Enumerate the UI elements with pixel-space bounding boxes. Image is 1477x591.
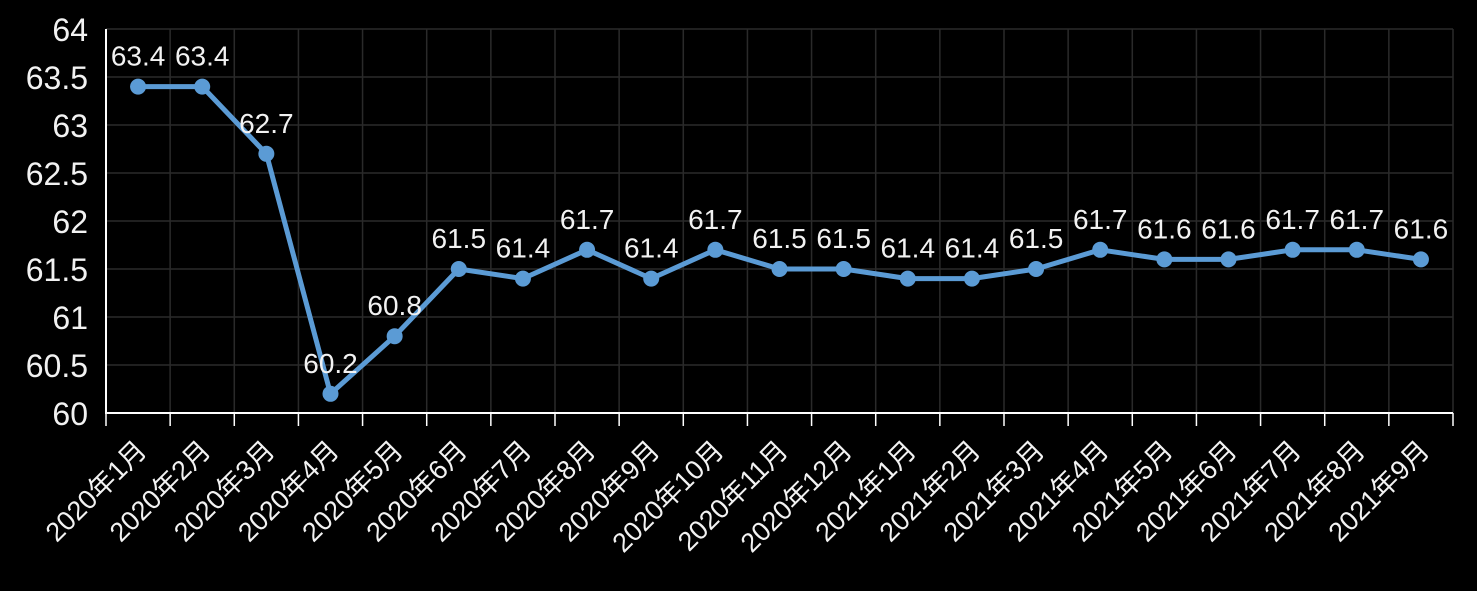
data-label: 61.5: [1009, 223, 1064, 254]
data-point-marker: [1348, 241, 1365, 258]
data-label: 60.8: [367, 290, 422, 321]
data-point-marker: [386, 328, 403, 345]
y-axis-label: 63.5: [26, 60, 88, 96]
data-point-marker: [1284, 241, 1301, 258]
y-axis-label: 64: [52, 12, 88, 48]
data-label: 61.4: [624, 233, 679, 264]
data-point-marker: [130, 78, 147, 95]
data-label: 61.7: [1265, 204, 1320, 235]
data-label: 62.7: [239, 108, 294, 139]
data-label: 61.5: [432, 223, 487, 254]
data-point-marker: [963, 270, 980, 287]
data-label: 63.4: [175, 41, 230, 72]
data-point-marker: [1412, 251, 1429, 268]
y-axis-label: 60: [52, 396, 88, 432]
data-label: 61.5: [752, 223, 807, 254]
data-point-marker: [579, 241, 596, 258]
data-label: 61.4: [945, 233, 1000, 264]
data-label: 61.7: [1073, 204, 1128, 235]
data-label: 61.7: [1330, 204, 1385, 235]
data-label: 61.4: [881, 233, 936, 264]
data-point-marker: [322, 385, 339, 402]
data-point-marker: [835, 261, 852, 277]
data-label: 63.4: [111, 41, 166, 72]
data-point-marker: [707, 241, 724, 258]
data-point-marker: [899, 270, 916, 287]
y-axis-label: 62.5: [26, 156, 88, 192]
data-point-marker: [643, 270, 660, 287]
data-point-marker: [258, 145, 275, 162]
y-axis-label: 61.5: [26, 252, 88, 288]
data-label: 61.7: [688, 204, 743, 235]
data-label: 60.2: [303, 348, 358, 379]
data-point-marker: [1028, 261, 1045, 277]
y-axis-label: 61: [52, 300, 88, 336]
y-axis-label: 62: [52, 204, 88, 240]
data-point-marker: [1092, 241, 1109, 258]
data-label: 61.7: [560, 204, 615, 235]
y-axis-label: 60.5: [26, 348, 88, 384]
data-point-marker: [771, 261, 788, 277]
data-point-marker: [450, 261, 467, 277]
data-label: 61.6: [1137, 213, 1192, 244]
data-point-marker: [514, 270, 531, 287]
data-point-marker: [1220, 251, 1237, 268]
data-label: 61.6: [1201, 213, 1256, 244]
data-label: 61.4: [496, 233, 551, 264]
data-label: 61.5: [816, 223, 871, 254]
data-point-marker: [1156, 251, 1173, 268]
y-axis-label: 63: [52, 108, 88, 144]
data-point-marker: [194, 78, 211, 95]
data-label: 61.6: [1394, 213, 1449, 244]
